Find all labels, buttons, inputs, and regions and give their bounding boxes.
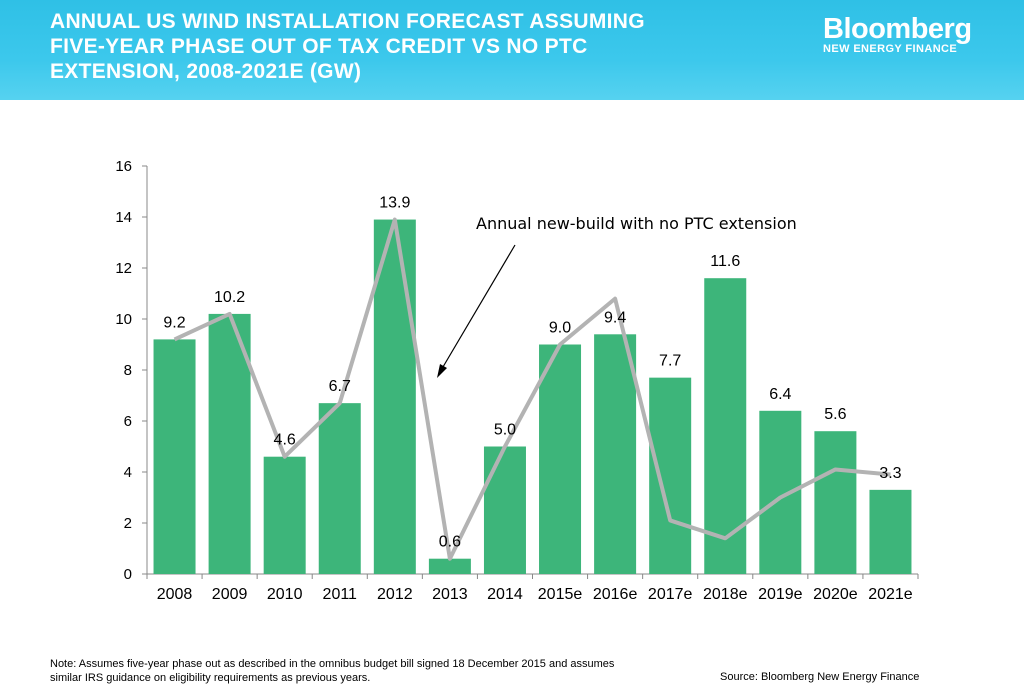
data-label-2011: 6.7 — [329, 378, 351, 395]
bar-2010 — [263, 456, 306, 574]
data-label-2018e: 11.6 — [710, 253, 740, 270]
x-tick-label-5: 2013 — [432, 586, 468, 603]
bar-2016e — [594, 334, 637, 574]
x-tick-label-8: 2016e — [593, 586, 638, 603]
note-line-2: similar IRS guidance on eligibility requ… — [50, 672, 371, 684]
y-tick-label-4: 8 — [124, 362, 132, 379]
bar-2021e — [869, 489, 912, 574]
x-tick-label-9: 2017e — [648, 586, 693, 603]
data-label-2016e: 9.4 — [604, 309, 626, 326]
data-label-2012: 13.9 — [379, 195, 410, 212]
y-tick-label-8: 16 — [115, 158, 132, 175]
bar-2011 — [318, 403, 361, 574]
y-tick-label-2: 4 — [124, 464, 132, 481]
brand-logo: Bloomberg NEW ENERGY FINANCE — [823, 14, 972, 55]
title-line-3: EXTENSION, 2008-2021E (GW) — [50, 60, 362, 83]
bar-2020e — [814, 431, 857, 574]
data-label-2014: 5.0 — [494, 422, 516, 439]
annotation-arrowhead — [437, 364, 447, 378]
data-label-2008: 9.2 — [163, 314, 185, 331]
x-tick-label-1: 2009 — [212, 586, 248, 603]
y-tick-label-1: 2 — [124, 515, 132, 532]
bar-2013 — [428, 558, 471, 574]
x-tick-label-2: 2010 — [267, 586, 303, 603]
data-label-2010: 4.6 — [274, 432, 296, 449]
note-line-1: Note: Assumes five-year phase out as des… — [50, 658, 615, 670]
data-label-2013: 0.6 — [439, 534, 461, 551]
line-series-no-ptc — [173, 217, 891, 561]
bar-2014 — [483, 446, 526, 574]
bar-2015e — [539, 344, 582, 574]
source-text: Source: Bloomberg New Energy Finance — [720, 671, 920, 683]
data-label-2021e: 3.3 — [879, 465, 901, 482]
bar-2019e — [759, 410, 802, 574]
bar-2012 — [373, 219, 416, 575]
x-tick-label-10: 2018e — [703, 586, 748, 603]
x-tick-label-12: 2020e — [813, 586, 858, 603]
y-tick-label-5: 10 — [115, 311, 132, 328]
y-tick-label-3: 6 — [124, 413, 132, 430]
title-line-2: FIVE-YEAR PHASE OUT OF TAX CREDIT VS NO … — [50, 35, 588, 58]
x-tick-label-4: 2012 — [377, 586, 413, 603]
y-tick-label-7: 14 — [115, 209, 132, 226]
x-tick-label-6: 2014 — [487, 586, 523, 603]
brand-name: Bloomberg — [823, 13, 972, 45]
bar-2018e — [704, 278, 747, 574]
data-label-2009: 10.2 — [214, 289, 245, 306]
y-tick-label-6: 12 — [115, 260, 132, 277]
y-tick-label-0: 0 — [124, 566, 132, 583]
title-line-1: ANNUAL US WIND INSTALLATION FORECAST ASS… — [50, 10, 645, 33]
data-label-2017e: 7.7 — [659, 353, 681, 370]
data-label-2019e: 6.4 — [769, 386, 791, 403]
brand-subtitle: NEW ENERGY FINANCE — [823, 43, 958, 55]
chart-title: ANNUAL US WIND INSTALLATION FORECAST ASS… — [50, 9, 770, 84]
header-banner: ANNUAL US WIND INSTALLATION FORECAST ASS… — [0, 0, 1024, 100]
x-tick-label-7: 2015e — [538, 586, 583, 603]
x-tick-label-0: 2008 — [157, 586, 193, 603]
data-label-2020e: 5.6 — [824, 406, 846, 423]
x-tick-label-3: 2011 — [323, 586, 358, 603]
annotation-arrow-line — [439, 244, 516, 373]
data-label-2015e: 9.0 — [549, 320, 571, 337]
bar-2009 — [208, 313, 251, 574]
x-tick-label-11: 2019e — [758, 586, 803, 603]
footnote: Note: Assumes five-year phase out as des… — [50, 657, 710, 685]
bar-2017e — [649, 377, 692, 574]
x-tick-label-13: 2021e — [868, 586, 913, 603]
bar-2008 — [153, 339, 196, 574]
annotation-text: Annual new-build with no PTC extension — [476, 214, 797, 233]
